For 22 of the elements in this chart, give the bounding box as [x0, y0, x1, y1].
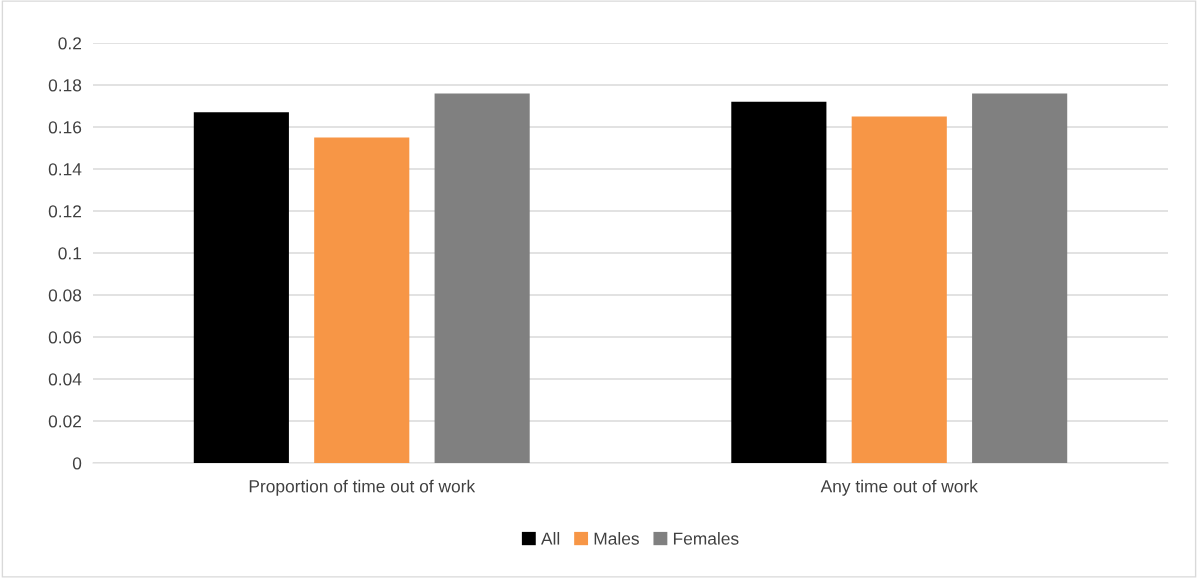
legend-label: Males	[594, 531, 639, 545]
y-tick-label: 0.12	[48, 205, 82, 218]
bar	[851, 116, 947, 463]
bar	[434, 93, 530, 463]
y-tick-label: 0.2	[58, 37, 82, 50]
y-tick-label: 0.14	[48, 163, 82, 176]
legend-label: All	[541, 531, 560, 545]
x-tick-label: Any time out of work	[820, 479, 978, 496]
bar	[731, 101, 827, 463]
legend-label: Females	[673, 531, 739, 545]
y-tick-label: 0.18	[48, 79, 82, 92]
y-tick-label: 0	[72, 457, 82, 470]
y-tick-label: 0.16	[48, 121, 82, 134]
y-tick-label: 0.08	[48, 289, 82, 302]
bar	[314, 137, 410, 463]
y-tick-label: 0.06	[48, 331, 82, 344]
y-tick-label: 0.1	[58, 247, 82, 260]
y-tick-label: 0.02	[48, 415, 82, 428]
bar	[972, 93, 1068, 463]
bar	[193, 112, 289, 463]
y-tick-label: 0.04	[48, 373, 82, 386]
x-tick-label: Proportion of time out of work	[249, 479, 476, 496]
